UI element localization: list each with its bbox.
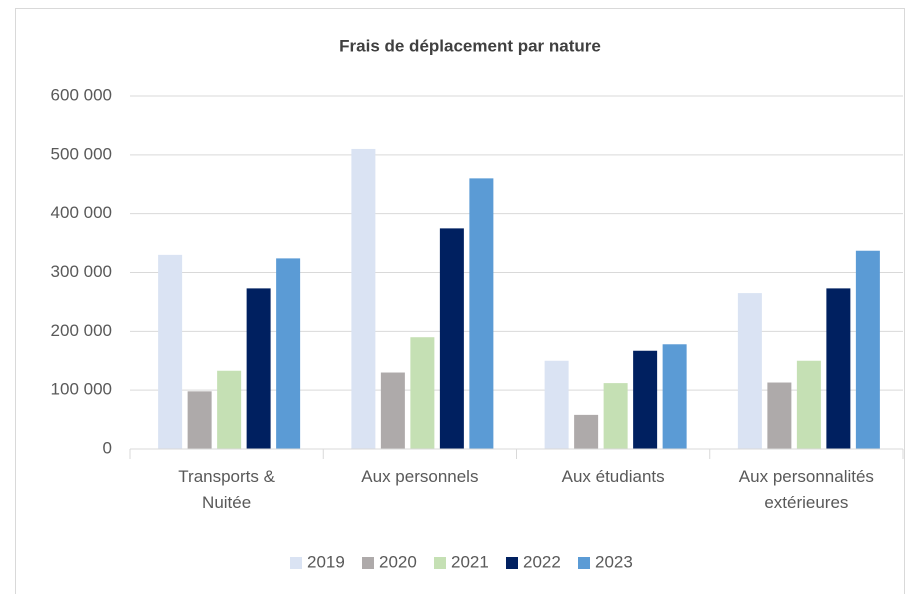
legend-swatch [290,557,302,569]
bar [574,414,599,449]
bar [246,288,271,449]
legend-label: 2020 [379,552,417,571]
bar [633,350,658,449]
bar [544,360,569,449]
bar [469,178,494,449]
y-tick-label: 100 000 [51,380,112,399]
legend-label: 2019 [307,552,345,571]
bar [603,383,628,449]
bar [380,372,405,449]
x-tick-label: Aux étudiants [561,467,665,486]
bar [826,288,851,449]
bar [187,391,212,449]
x-tick-label: Transports & Nuitée [178,467,275,512]
legend-label: 2022 [523,552,561,571]
y-tick-label: 300 000 [51,262,112,281]
y-tick-label: 200 000 [51,321,112,340]
y-tick-label: 600 000 [51,85,112,104]
y-tick-label: 500 000 [51,144,112,163]
legend-label: 2023 [595,552,633,571]
bar [662,344,687,449]
bar [158,254,183,449]
y-tick-label: 400 000 [51,203,112,222]
legend-swatch [506,557,518,569]
chart-title: Frais de déplacement par nature [339,36,601,55]
legend-label: 2021 [451,552,489,571]
bar [351,148,376,449]
bar [217,370,242,449]
legend-swatch [578,557,590,569]
bar [439,228,464,449]
bar [767,382,792,449]
chart-frame [15,8,905,594]
x-tick-label: Aux personnalités extérieures [738,467,874,512]
bar [410,337,435,449]
y-tick-label: 0 [103,438,112,457]
legend-swatch [362,557,374,569]
bar [855,250,880,449]
bar [796,360,821,449]
bar [737,293,762,449]
legend-swatch [434,557,446,569]
x-tick-label: Aux personnels [361,467,479,486]
bar [276,258,301,449]
